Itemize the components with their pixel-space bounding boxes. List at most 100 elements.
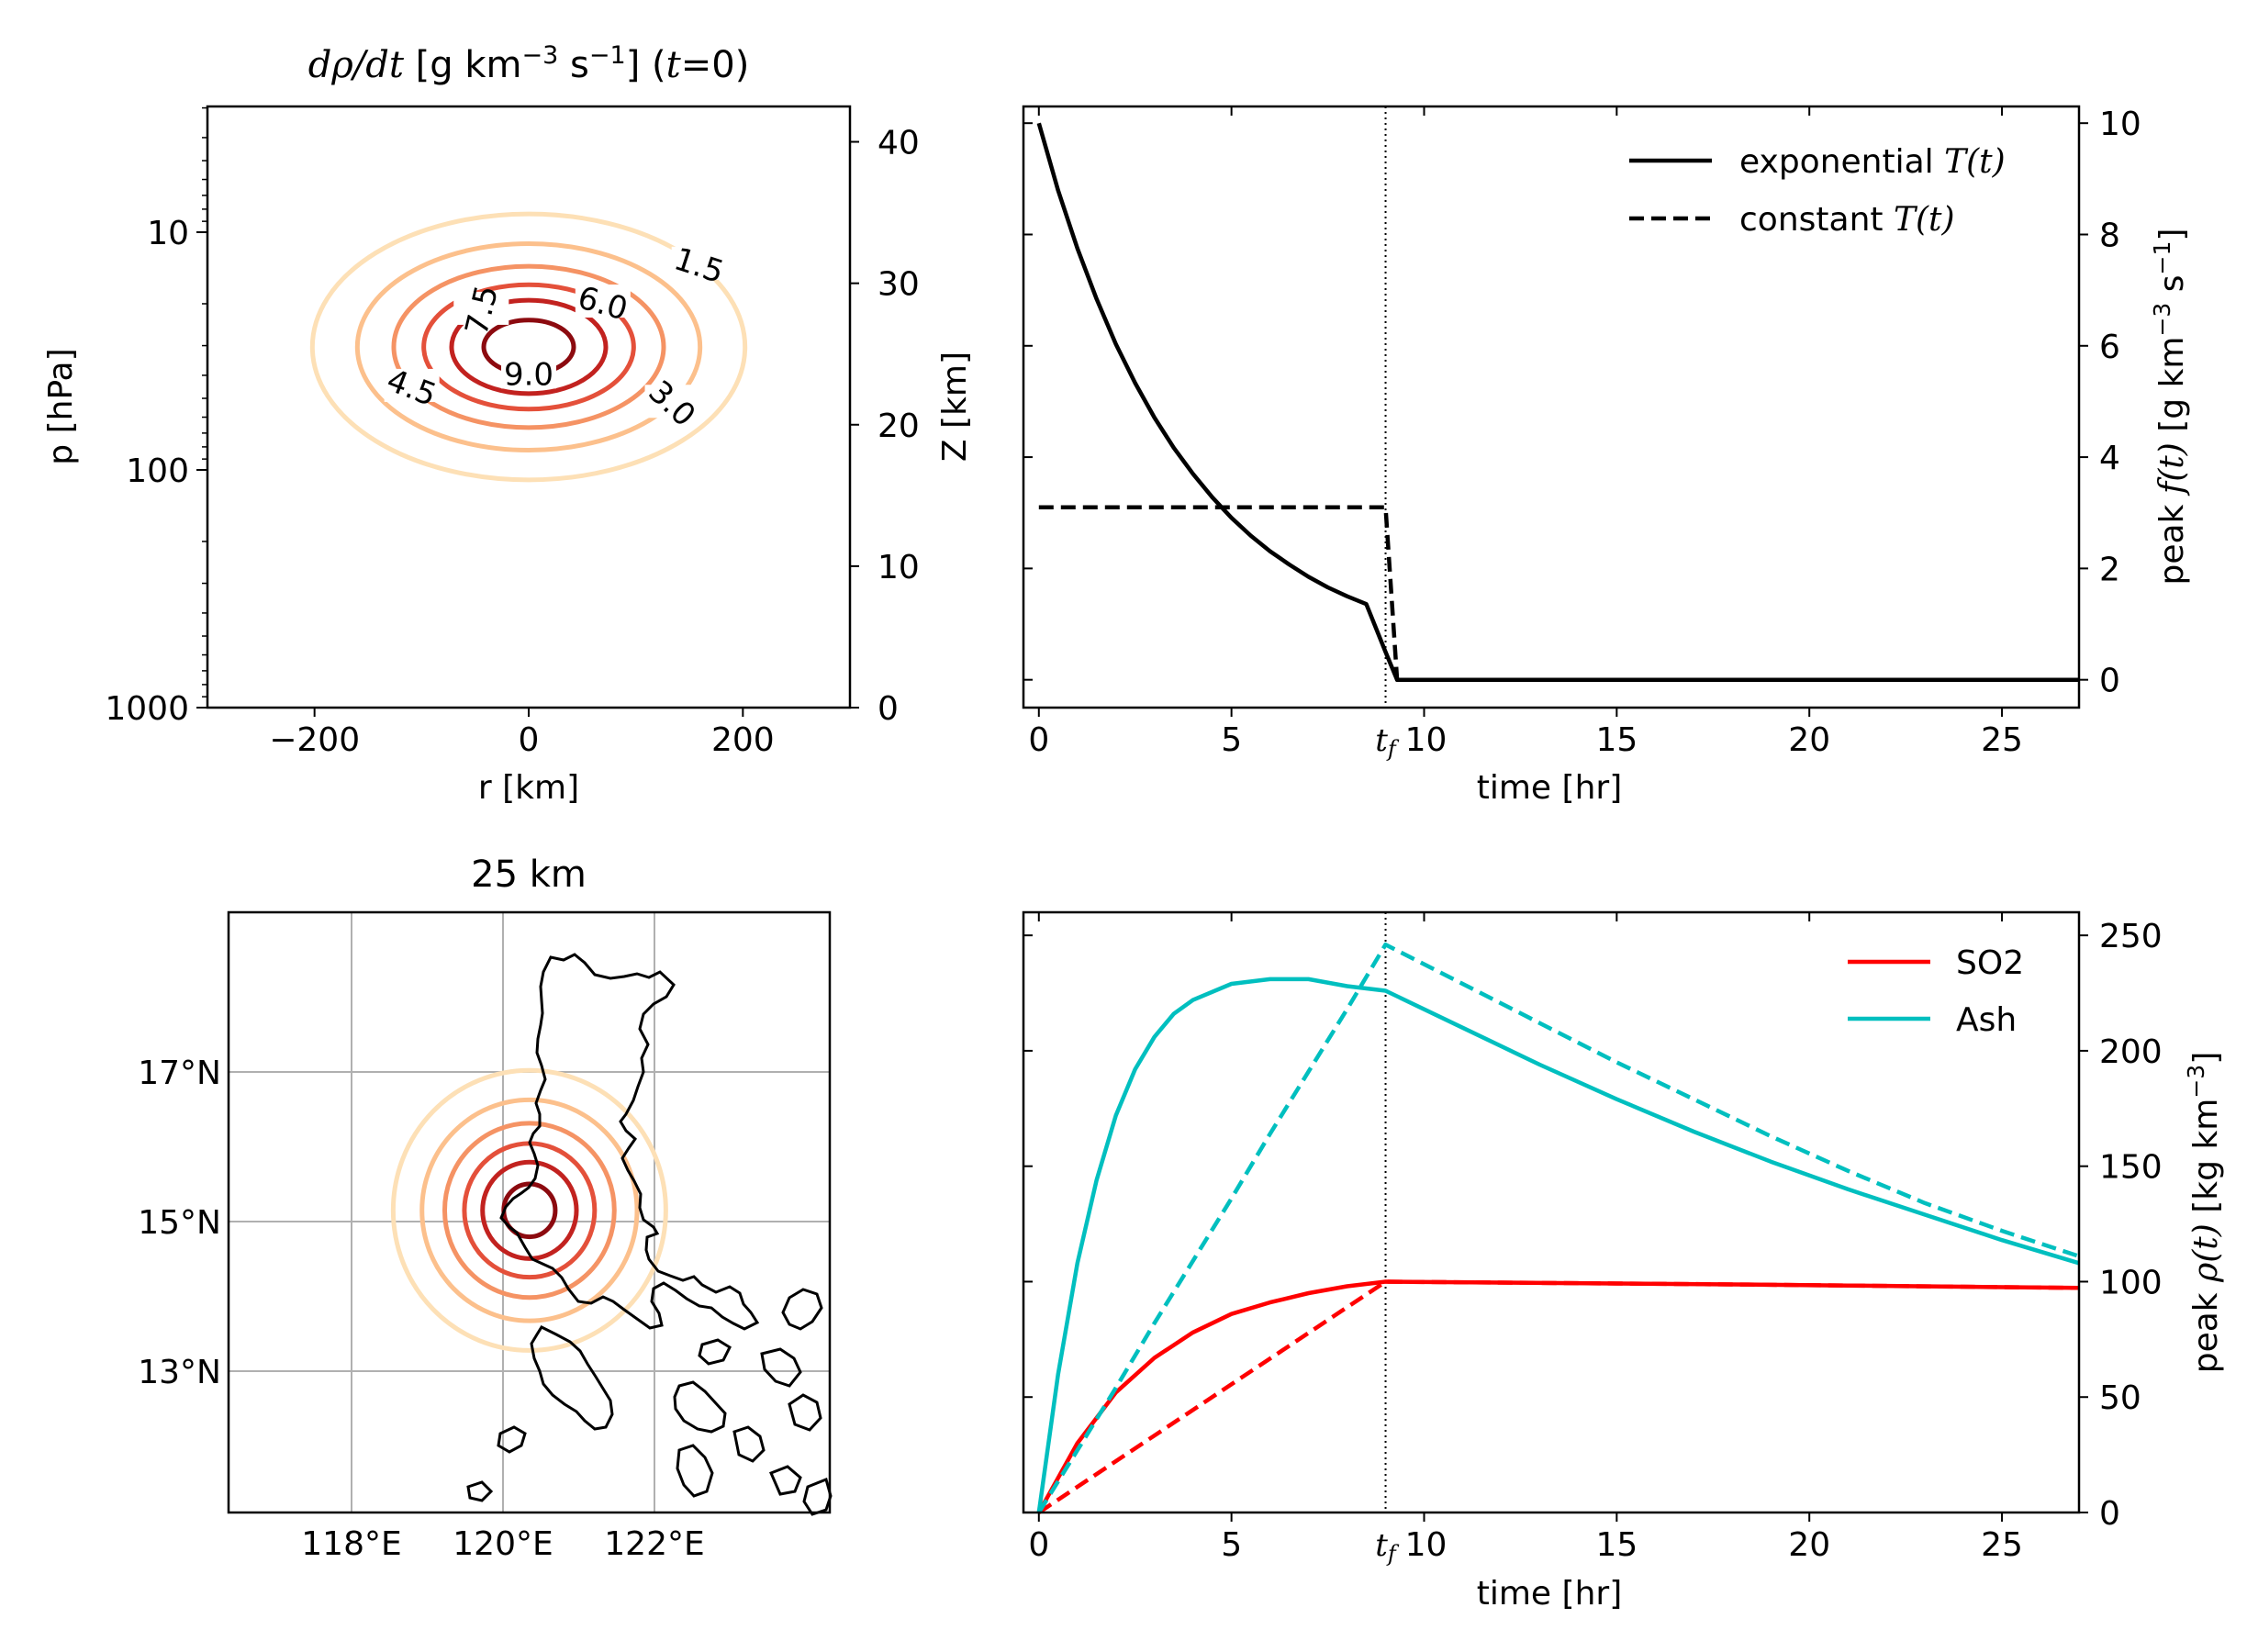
density-tf-label: tf [1375,1527,1400,1567]
islet-coastline [466,1480,494,1502]
contour-lines: 1.53.04.56.07.59.0 [309,211,748,483]
source-time-ytick-label: 6 [2099,329,2120,366]
source-time-xlabel: time [hr] [1477,769,1622,807]
density-ticks: 0 5 10 15 20 25 tf 0 50 100 150 200 250 [1023,912,2163,1567]
contour-ztick-label: 30 [877,266,920,304]
source-time-xtick-label: 5 [1221,721,1242,759]
contour-level-3.0 [354,240,703,453]
palawan-coastline [497,1425,527,1454]
density-series-ash-solid [1036,977,2080,1513]
density-ytick-label: 150 [2099,1149,2163,1187]
contour-xtick-label: −200 [269,721,360,759]
density-xtick-label: 5 [1221,1526,1242,1564]
map-ring-1 [419,1097,640,1323]
contour-label-9.0: 9.0 [504,356,553,393]
contour-label-mask [644,385,700,419]
contour-ptick-label: 1000 [105,690,189,728]
contour-ztick-label: 0 [877,690,899,728]
source-time-ytick-label: 0 [2099,663,2120,700]
cebu-coastline [732,1425,766,1463]
panay-coastline [673,1380,727,1434]
legend-ash-label: Ash [1956,1001,2017,1039]
contour-label-mask [501,355,556,389]
contour-ylabel-left: p [hPa] [42,348,80,464]
contour-label-7.5: 7.5 [458,282,506,339]
source-time-legend: exponential T(t) constant T(t) [1629,143,2006,239]
source-time-lines [1036,106,2079,708]
coastlines [466,953,833,1516]
map-ring-4 [480,1159,579,1261]
contour-label-mask [384,368,440,402]
contour-level-7.5 [449,297,609,396]
legend-so2-label: SO2 [1956,944,2024,982]
density-panel: 0 5 10 15 20 25 tf 0 50 100 150 200 250 time [hr] pe… [1022,910,2225,1613]
map-contour-rings [390,1067,668,1353]
source-time-ytick-label: 10 [2099,106,2141,143]
map-ring-0 [390,1067,668,1353]
contour-xtick-label: 0 [519,721,540,759]
source-time-axes-frame [1022,105,2081,709]
density-ytick-label: 200 [2099,1033,2163,1071]
density-xtick-label: 0 [1028,1526,1049,1564]
map-panel: 25 km 118°E 120°E 122°E 13°N 15°N 17°N [138,854,833,1563]
luzon-coastline [499,953,760,1331]
map-lat-label: 13°N [138,1354,221,1391]
source-time-ytick-label: 4 [2099,440,2120,477]
density-xtick-label: 20 [1788,1526,1830,1564]
contour-ztick-label: 10 [877,549,920,586]
map-lat-label: 15°N [138,1204,221,1242]
negros-coastline [676,1444,714,1498]
map-axes-frame [227,910,832,1514]
source-time-xtick-label: 25 [1981,721,2023,759]
contour-xtick-label: 200 [711,721,775,759]
contour-level-6.0 [421,282,636,412]
bohol-coastline [769,1465,802,1496]
density-axes-frame [1022,910,2081,1514]
map-lon-label: 122°E [604,1525,704,1563]
contour-level-4.5 [391,263,666,430]
density-series-so2-solid [1036,1279,2080,1514]
contour-title: dρ/dt [g km−3 s−1] (t=0) [308,41,750,86]
mindoro-coastline [530,1325,614,1431]
map-gridlines [229,912,830,1512]
legend-constant-label: constant T(t) [1739,201,1955,239]
contour-level-1.5 [309,211,748,483]
density-xlabel: time [hr] [1477,1575,1622,1613]
density-ytick-label: 100 [2099,1264,2163,1301]
density-ylabel: peak ρ(t) [kg km−3] [2183,1052,2225,1374]
density-xtick-label: 10 [1405,1526,1448,1564]
source-time-panel: 0 5 10 15 20 25 tf 0 2 4 6 8 10 time [hr] peak f(t) … [1022,105,2191,807]
contour-ztick-label: 20 [877,407,920,445]
density-ytick-label: 50 [2099,1379,2141,1417]
source-time-tf-label: tf [1375,722,1400,762]
density-lines [1036,912,2080,1514]
source-time-ylabel: peak f(t) [g km−3 s−1] [2149,229,2191,586]
mindanao-coastline [802,1477,833,1516]
density-ytick-label: 0 [2099,1495,2120,1533]
contour-label-mask [575,285,631,318]
source-time-series-exponential-t-t--solid [1036,122,2079,682]
contour-panel: 1.53.04.56.07.59.0 −200 0 200 10 100 1000 0 10 2… [42,41,974,807]
contour-label-mask [453,291,509,325]
map-title: 25 km [471,854,587,896]
source-time-ytick-label: 8 [2099,217,2120,254]
contour-label-mask [671,246,727,280]
contour-ticks: −200 0 200 10 100 1000 0 10 20 30 40 [105,106,920,759]
density-series-ash-dashed [1036,942,2080,1514]
source-time-ytick-label: 2 [2099,551,2120,588]
contour-ztick-label: 40 [877,125,920,162]
source-time-series-constant-t-t--dashed [1038,505,2079,682]
map-lon-label: 118°E [301,1525,401,1563]
contour-ylabel-right: Z [km] [936,352,974,462]
map-lat-label: 17°N [138,1055,221,1092]
masbate-coastline [698,1338,732,1366]
samar-coastline [781,1288,823,1331]
density-xtick-label: 25 [1981,1526,2023,1564]
legend-exponential-label: exponential T(t) [1739,143,2006,181]
bicol-island-coastline [760,1347,802,1388]
source-time-xtick-label: 20 [1788,721,1830,759]
map-tick-labels: 118°E 120°E 122°E 13°N 15°N 17°N [138,1055,704,1563]
contour-ptick-label: 100 [126,452,189,490]
map-ring-2 [442,1121,617,1300]
